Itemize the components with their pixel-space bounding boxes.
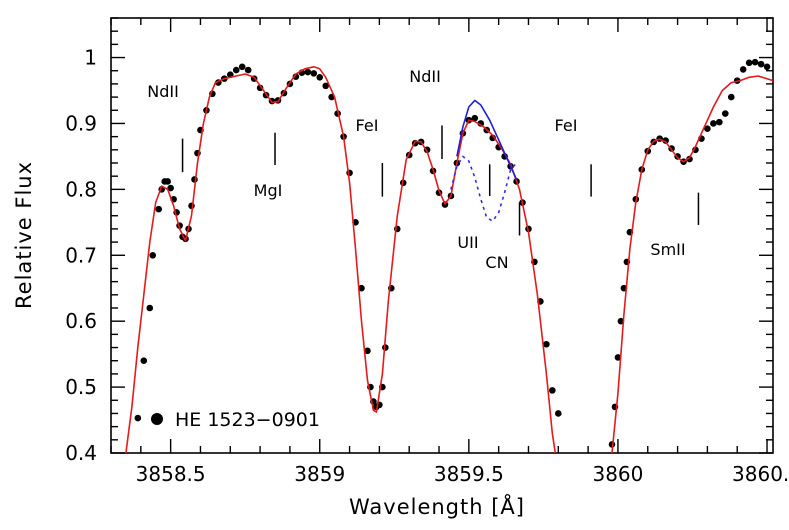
legend: HE 1523−0901 [151,409,320,431]
observed-point [310,70,318,77]
observed-point [751,58,759,66]
observed-point [554,410,562,417]
x-axis-label: Wavelength [Å] [349,493,525,519]
observed-point [757,60,765,68]
observed-point [727,93,735,101]
observed-point [614,354,622,361]
line-id-label: NdII [147,82,179,101]
observed-point [721,110,729,117]
observed-point [716,118,723,126]
line-id-label: NdII [409,67,441,86]
line-id-label: FeI [555,116,578,135]
line-identifications: NdII MgI FeI NdII UII CN FeI SmII [147,67,700,272]
observed-point [549,387,556,394]
model-line-1 [125,66,557,453]
line-id-label: SmII [650,240,685,259]
observed-point [244,66,252,74]
y-tick-label: 0.6 [65,309,97,333]
observed-point [543,340,550,348]
y-tick-label: 0.7 [65,243,97,267]
legend-label: HE 1523−0901 [175,409,320,431]
line-id-label: FeI [356,116,379,135]
series-layer [125,58,773,453]
observed-point [167,184,174,192]
observed-point [191,176,198,183]
observed-point [322,82,330,90]
observed-point [149,251,157,259]
observed-point [292,73,300,80]
observed-point [155,205,163,213]
observed-point [256,84,264,92]
observed-point [710,120,717,127]
observed-point [188,202,195,210]
x-tick-label: 3860.5 [732,462,789,486]
observed-point [316,74,324,81]
observed-point [662,137,669,144]
observed-point [686,155,693,163]
x-tick-label: 3858.5 [136,462,206,486]
model-line-2 [611,75,773,453]
observed-point [146,304,154,312]
y-tick-label: 0.8 [65,177,97,201]
y-tick-label: 0.4 [65,441,97,465]
observed-point [763,63,771,71]
y-axis-label: Relative Flux [12,161,36,309]
y-tick-label: 0.5 [65,375,97,399]
observed-point [471,114,479,122]
observed-point [745,59,753,67]
model-line-3 [456,99,518,180]
line-id-label: MgI [254,181,283,200]
observed-point [232,66,240,74]
observed-point [238,63,246,71]
axis-ticks [110,17,773,454]
observed-point [140,357,148,365]
line-id-label: CN [485,253,508,272]
observed-point [164,178,171,185]
observed-point [134,414,142,422]
observed-point [304,68,312,76]
legend-marker [151,413,163,425]
observed-point [704,125,711,133]
plot-frame [110,17,774,454]
observed-point [358,284,365,292]
axis-tick-labels: 3858.5 3859 3859.5 3860 3860.5 0.4 0.5 0.6 0.7 0.… [65,46,789,486]
model-line-dashed [450,155,518,222]
x-tick-label: 3859.5 [434,462,504,486]
line-id-label: UII [457,233,478,252]
y-tick-label: 1 [84,46,97,70]
observed-point [739,66,747,73]
x-tick-label: 3859 [294,462,345,486]
x-tick-label: 3860 [592,462,643,486]
y-tick-label: 0.9 [65,111,97,135]
observed-point [364,347,371,355]
observed-point [489,134,496,142]
